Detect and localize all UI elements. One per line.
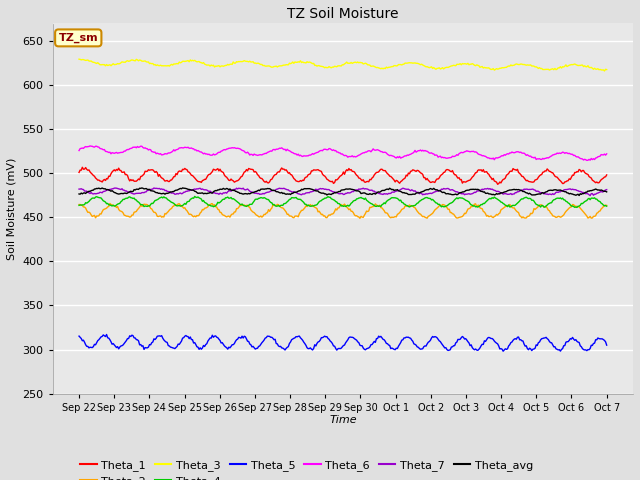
Theta_2 [372, 202, 380, 208]
Theta_6 [603, 151, 611, 157]
Theta_4 [241, 203, 248, 209]
Theta_3 [396, 62, 403, 68]
Theta_avg [556, 187, 563, 193]
Theta_2 [106, 201, 114, 206]
Theta_avg [397, 189, 404, 194]
Theta_3 [75, 56, 83, 62]
Theta_4 [603, 204, 611, 209]
Theta_7 [75, 186, 83, 192]
Theta_3 [554, 65, 562, 71]
Theta_5 [499, 348, 507, 354]
Line: Theta_4: Theta_4 [79, 196, 607, 207]
Line: Theta_6: Theta_6 [79, 146, 607, 160]
Theta_7 [586, 192, 594, 198]
Theta_2 [75, 202, 83, 207]
Theta_7 [241, 187, 248, 192]
Line: Theta_3: Theta_3 [79, 59, 607, 71]
Theta_1 [557, 178, 564, 184]
Theta_7 [397, 187, 404, 192]
Theta_1 [397, 179, 404, 184]
Theta_5 [299, 337, 307, 343]
Theta_1 [299, 177, 307, 183]
Theta_1 [79, 165, 86, 170]
Theta_5 [75, 333, 83, 339]
Theta_6 [556, 150, 563, 156]
Theta_2 [356, 216, 364, 221]
X-axis label: Time: Time [329, 415, 356, 425]
Theta_avg [603, 189, 611, 195]
Theta_6 [241, 148, 248, 154]
Theta_4 [464, 198, 472, 204]
Theta_4 [573, 204, 580, 210]
Y-axis label: Soil Moisture (mV): Soil Moisture (mV) [7, 157, 17, 260]
Title: TZ Soil Moisture: TZ Soil Moisture [287, 7, 399, 21]
Line: Theta_7: Theta_7 [79, 188, 607, 195]
Theta_3 [371, 64, 378, 70]
Theta_avg [75, 191, 83, 197]
Theta_5 [241, 333, 248, 339]
Text: TZ_sm: TZ_sm [58, 33, 98, 43]
Theta_avg [241, 191, 248, 197]
Theta_1 [241, 169, 248, 175]
Legend: Theta_1, Theta_2, Theta_3, Theta_4, Theta_5, Theta_6, Theta_7, Theta_avg: Theta_1, Theta_2, Theta_3, Theta_4, Thet… [76, 456, 538, 480]
Theta_avg [299, 187, 307, 192]
Theta_7 [464, 191, 472, 197]
Theta_7 [371, 189, 379, 195]
Theta_3 [298, 60, 305, 65]
Theta_6 [371, 147, 379, 153]
Theta_5 [557, 348, 564, 354]
Line: Theta_1: Theta_1 [79, 168, 607, 184]
Line: Theta_5: Theta_5 [79, 335, 607, 351]
Theta_1 [494, 181, 502, 187]
Theta_7 [150, 185, 158, 191]
Theta_3 [603, 67, 611, 72]
Theta_3 [239, 59, 247, 64]
Theta_5 [464, 339, 472, 345]
Theta_1 [464, 178, 472, 184]
Theta_2 [398, 206, 406, 212]
Theta_5 [603, 342, 611, 348]
Theta_7 [603, 187, 611, 192]
Theta_5 [103, 332, 111, 337]
Theta_3 [463, 61, 470, 67]
Theta_2 [241, 202, 248, 208]
Theta_1 [603, 172, 611, 178]
Theta_6 [397, 155, 404, 161]
Theta_2 [557, 214, 564, 220]
Theta_5 [371, 339, 379, 345]
Theta_5 [397, 340, 404, 346]
Line: Theta_2: Theta_2 [79, 204, 607, 218]
Theta_avg [575, 192, 583, 198]
Theta_2 [465, 206, 473, 212]
Theta_4 [299, 199, 307, 204]
Theta_2 [603, 203, 611, 208]
Theta_6 [86, 143, 94, 149]
Line: Theta_avg: Theta_avg [79, 188, 607, 195]
Theta_6 [299, 154, 307, 159]
Theta_2 [299, 207, 307, 213]
Theta_4 [556, 195, 563, 201]
Theta_1 [75, 169, 83, 175]
Theta_4 [397, 197, 404, 203]
Theta_avg [464, 187, 472, 193]
Theta_6 [75, 148, 83, 154]
Theta_7 [299, 191, 307, 197]
Theta_1 [371, 171, 379, 177]
Theta_3 [600, 68, 608, 74]
Theta_6 [583, 157, 591, 163]
Theta_avg [179, 185, 186, 191]
Theta_7 [556, 189, 563, 194]
Theta_avg [371, 191, 379, 197]
Theta_4 [191, 193, 198, 199]
Theta_6 [464, 148, 472, 154]
Theta_4 [75, 203, 83, 208]
Theta_4 [371, 204, 379, 209]
